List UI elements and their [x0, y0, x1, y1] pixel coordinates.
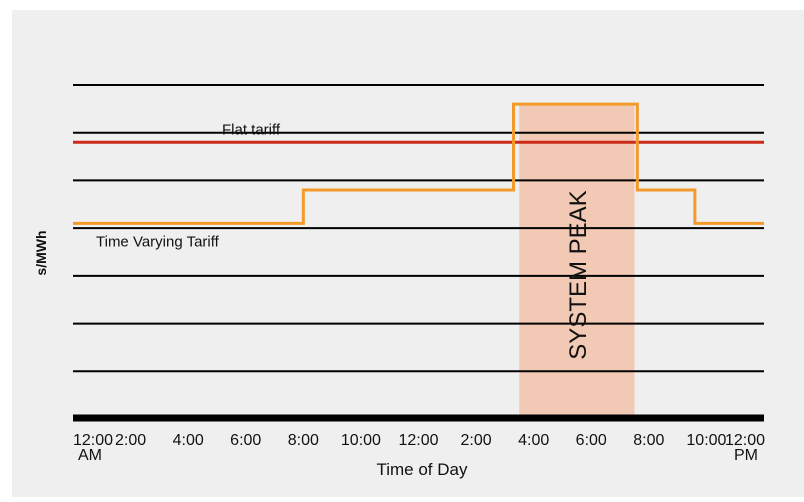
x-tick-label: 6:00: [576, 432, 607, 449]
series-line-2: [73, 102, 764, 225]
x-tick-label: 12:00: [725, 432, 765, 449]
x-tick-sublabel: PM: [734, 447, 758, 464]
x-tick-label: 4:00: [518, 432, 549, 449]
x-tick-label: 10:00: [686, 432, 726, 449]
x-tick-label: 2:00: [115, 432, 146, 449]
x-tick-label: 12:00: [73, 432, 113, 449]
x-tick-label: 10:00: [341, 432, 381, 449]
flat-tariff-label: Flat tariff: [222, 121, 281, 138]
gridlines: [73, 84, 764, 373]
x-tick-label: 6:00: [230, 432, 261, 449]
x-tick-label: 2:00: [461, 432, 492, 449]
tariff-chart: Flat tariff Time Varying Tariff SYSTEM P…: [33, 84, 765, 479]
peak-region: [519, 104, 635, 419]
chart-panel: Flat tariff Time Varying Tariff SYSTEM P…: [12, 10, 804, 497]
x-tick-label: 8:00: [288, 432, 319, 449]
x-tick-label: 8:00: [633, 432, 664, 449]
y-axis-label: s/MWh: [33, 230, 49, 275]
system-peak-label: SYSTEM PEAK: [565, 190, 592, 359]
x-tick-label: 4:00: [173, 432, 204, 449]
time-varying-tariff-label: Time Varying Tariff: [96, 233, 220, 250]
x-tick-label: 12:00: [398, 432, 438, 449]
x-tick-sublabel: AM: [78, 447, 102, 464]
series-lines: [73, 102, 764, 225]
x-axis-label: Time of Day: [376, 460, 468, 479]
